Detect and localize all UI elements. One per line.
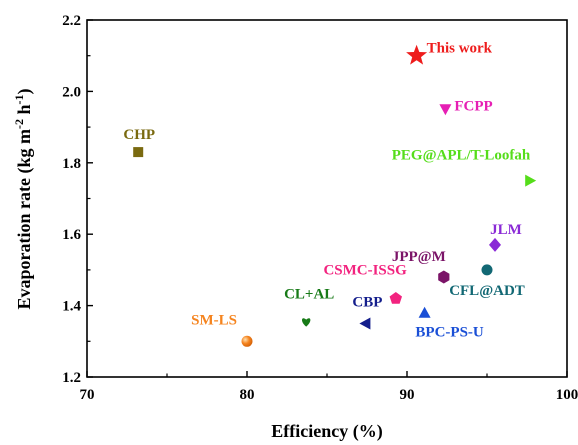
marker-this-work xyxy=(406,44,428,65)
marker-sm-ls xyxy=(241,335,253,347)
marker-cbp xyxy=(359,317,371,330)
y-tick-label-2: 1.6 xyxy=(62,227,81,243)
y-axis-title-sup1: -2 xyxy=(12,119,26,129)
marker-peg-apl-t-loofah xyxy=(525,174,537,187)
marker-chp xyxy=(133,147,144,158)
data-labels: This work FCPP CHP PEG@APL/T-Loofah JLM JPP@M… xyxy=(123,41,530,341)
x-tick-label-0: 70 xyxy=(80,387,95,403)
y-axis-title-mid: h xyxy=(14,105,34,120)
x-tick-label-1: 80 xyxy=(240,387,255,403)
x-tick-label-2: 90 xyxy=(400,387,415,403)
label-bpc-ps-u: BPC-PS-U xyxy=(415,325,483,341)
y-tick-label-1: 1.4 xyxy=(62,299,81,315)
label-peg-apl-t-loofah: PEG@APL/T-Loofah xyxy=(392,148,531,164)
label-cfl-adt: CFL@ADT xyxy=(449,283,525,299)
label-csmc-issg: CSMC-ISSG xyxy=(323,262,407,278)
label-cbp: CBP xyxy=(352,294,382,310)
y-tick-label-5: 2.2 xyxy=(62,13,81,29)
marker-jpp-m xyxy=(438,270,450,284)
y-axis-title: Evaporation rate (kg m-2 h-1) xyxy=(12,89,35,310)
y-axis-title-end: ) xyxy=(14,89,35,95)
x-tick-label-3: 100 xyxy=(556,387,578,403)
marker-csmc-issg xyxy=(389,292,402,304)
label-chp: CHP xyxy=(123,127,155,143)
marker-jlm xyxy=(489,237,501,252)
y-tick-label-0: 1.2 xyxy=(62,370,81,386)
data-markers xyxy=(133,44,537,347)
marker-cl-al xyxy=(302,318,311,327)
label-fcpp: FCPP xyxy=(454,98,492,114)
plot-area-frame xyxy=(86,19,568,378)
x-axis-title: Efficiency (%) xyxy=(271,421,382,442)
y-axis-title-main: Evaporation rate (kg m xyxy=(14,129,35,309)
y-tick-label-3: 1.8 xyxy=(62,156,81,172)
y-axis-title-sup2: -1 xyxy=(12,95,26,105)
marker-bpc-ps-u xyxy=(418,306,431,318)
label-this-work: This work xyxy=(427,41,493,57)
marker-fcpp xyxy=(439,104,452,116)
axis-ticks: 70 80 90 100 1.2 1.4 1.6 1.8 2.0 2.2 xyxy=(62,13,578,403)
label-cl-al: CL+AL xyxy=(284,287,334,303)
label-jpp-m: JPP@M xyxy=(392,249,446,265)
marker-cfl-adt xyxy=(481,264,493,276)
y-tick-label-4: 2.0 xyxy=(62,84,81,100)
label-sm-ls: SM-LS xyxy=(191,312,237,328)
label-jlm: JLM xyxy=(490,222,522,238)
